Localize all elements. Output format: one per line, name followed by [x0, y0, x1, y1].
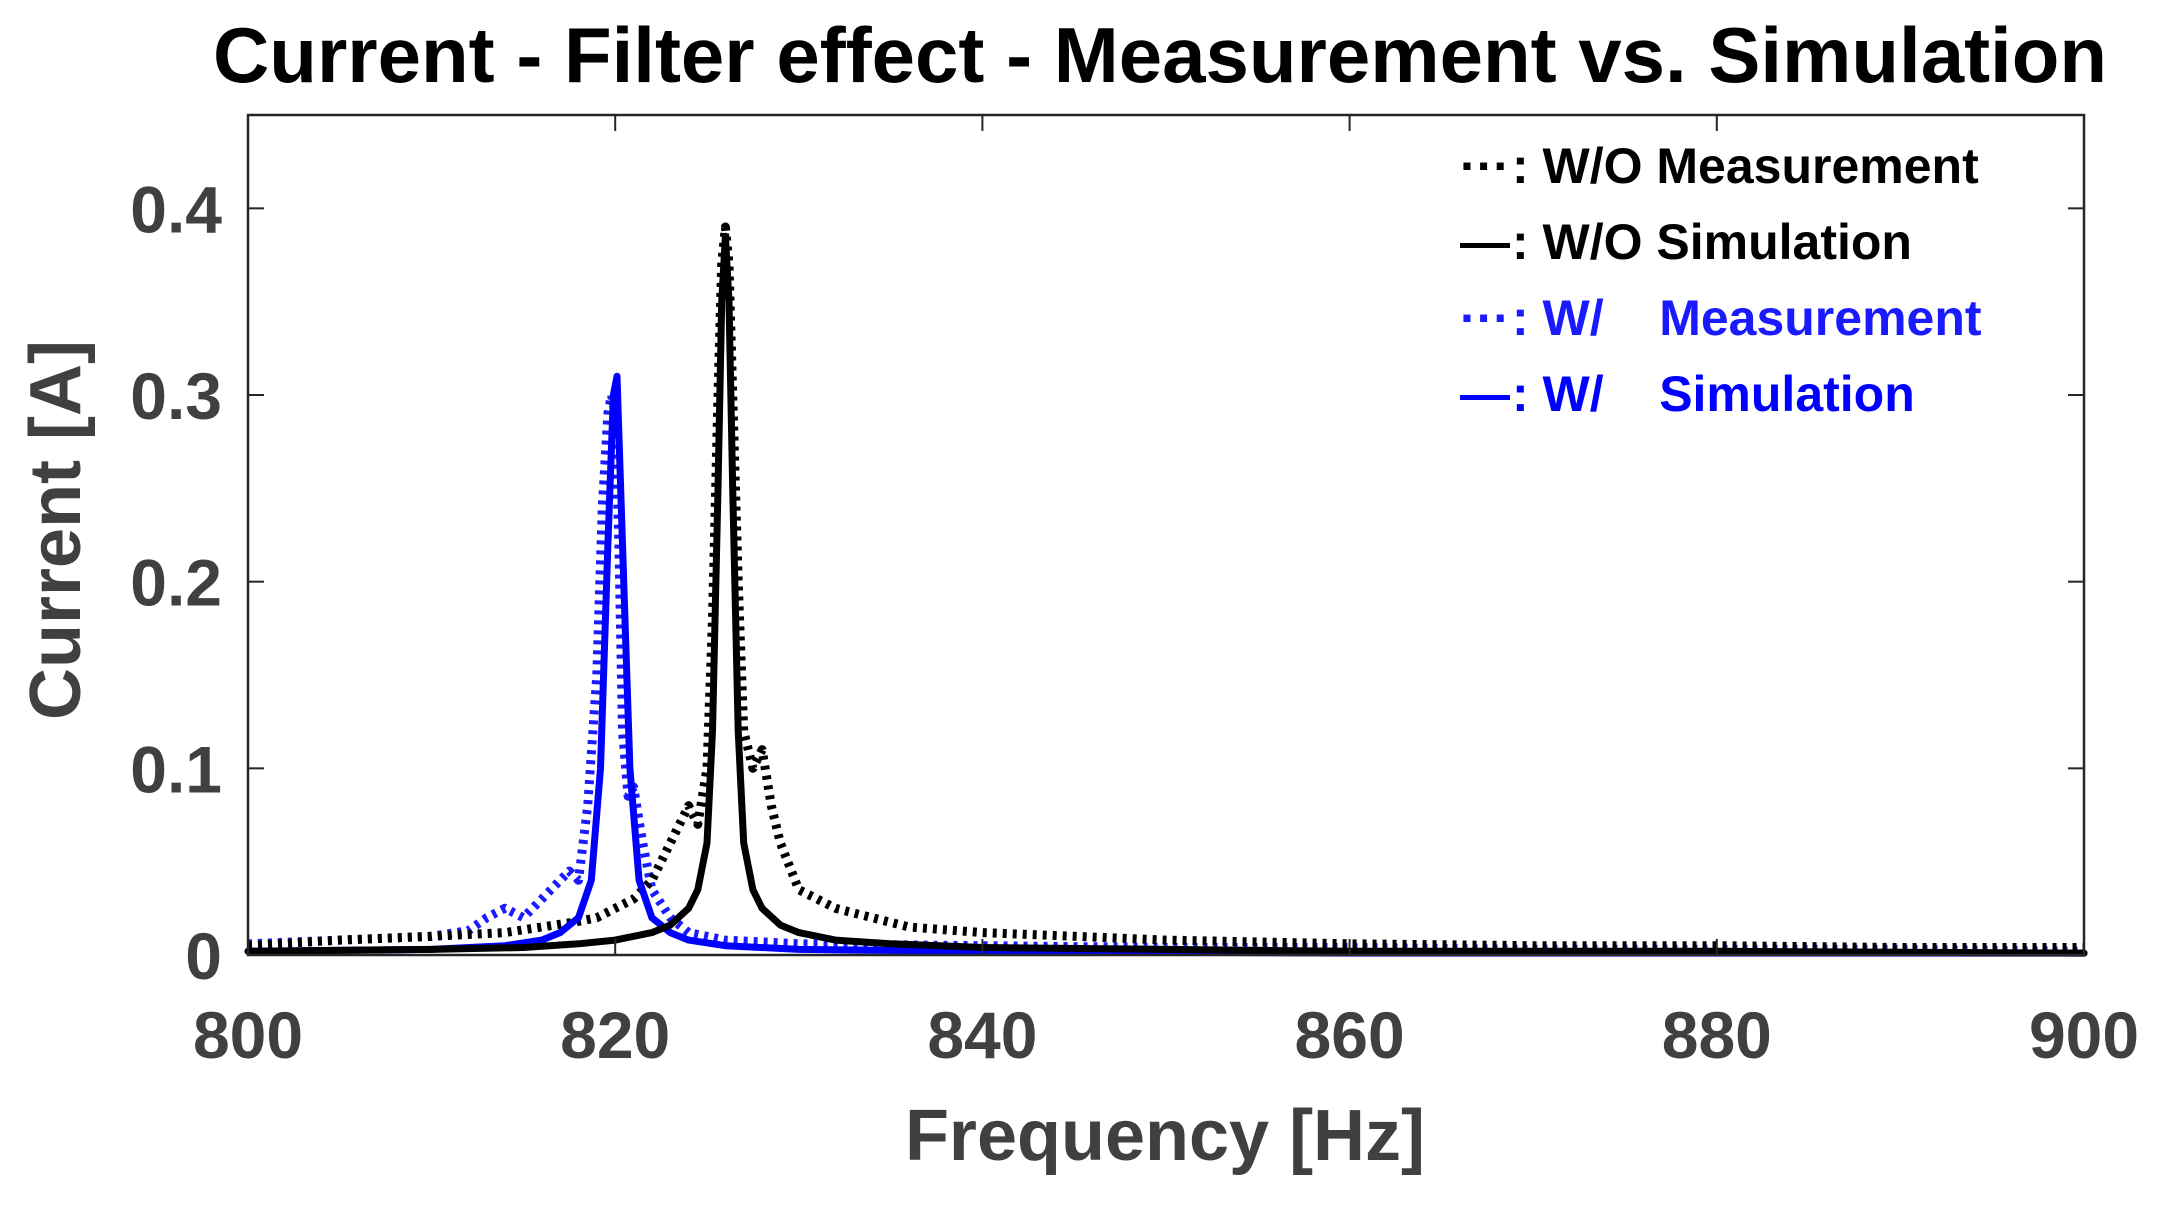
- legend: ···: W/O Measurement—: W/O Simulation···…: [1460, 138, 1982, 422]
- x-tick-label: 820: [560, 998, 670, 1072]
- plot-area: [244, 222, 2088, 957]
- x-axis-label: Frequency [Hz]: [905, 1096, 1425, 1176]
- legend-entry: ···: W/ Measurement: [1460, 290, 1982, 346]
- x-tick-label: 840: [927, 998, 1037, 1072]
- series-line-w-simulation: [244, 372, 2088, 957]
- legend-entry: —: W/ Simulation: [1460, 366, 1915, 422]
- y-tick-label: 0.3: [130, 359, 222, 433]
- plot-frame: [246, 113, 2086, 957]
- series-line-w-o-measurement: [247, 222, 2084, 952]
- axis-ticks: 800 820 840 860 880 900 0 0.1 0.2 0.3 0.4: [130, 115, 2139, 1072]
- y-tick-label: 0.1: [130, 732, 222, 806]
- series-line-w-o-simulation: [244, 232, 2088, 957]
- chart-title: Current - Filter effect - Measurement vs…: [213, 11, 2107, 99]
- legend-label: : W/ Simulation: [1512, 366, 1915, 422]
- legend-entry: ···: W/O Measurement: [1460, 138, 1979, 194]
- y-tick-label: 0.4: [130, 172, 222, 246]
- series-line-w-measurement: [247, 390, 2085, 956]
- x-tick-label: 800: [193, 998, 303, 1072]
- y-axis-label: Current [A]: [16, 340, 96, 720]
- legend-marker: ···: [1460, 138, 1510, 194]
- x-tick-label: 860: [1295, 998, 1405, 1072]
- legend-marker: —: [1460, 366, 1510, 422]
- legend-marker: —: [1460, 214, 1510, 270]
- legend-entry: —: W/O Simulation: [1460, 214, 1912, 270]
- legend-label: : W/O Measurement: [1512, 138, 1979, 194]
- x-tick-label: 880: [1662, 998, 1772, 1072]
- y-tick-label: 0.2: [130, 546, 222, 620]
- legend-label: : W/ Measurement: [1512, 290, 1982, 346]
- legend-label: : W/O Simulation: [1512, 214, 1912, 270]
- legend-marker: ···: [1460, 290, 1510, 346]
- x-tick-label: 900: [2029, 998, 2139, 1072]
- y-tick-label: 0: [185, 919, 222, 993]
